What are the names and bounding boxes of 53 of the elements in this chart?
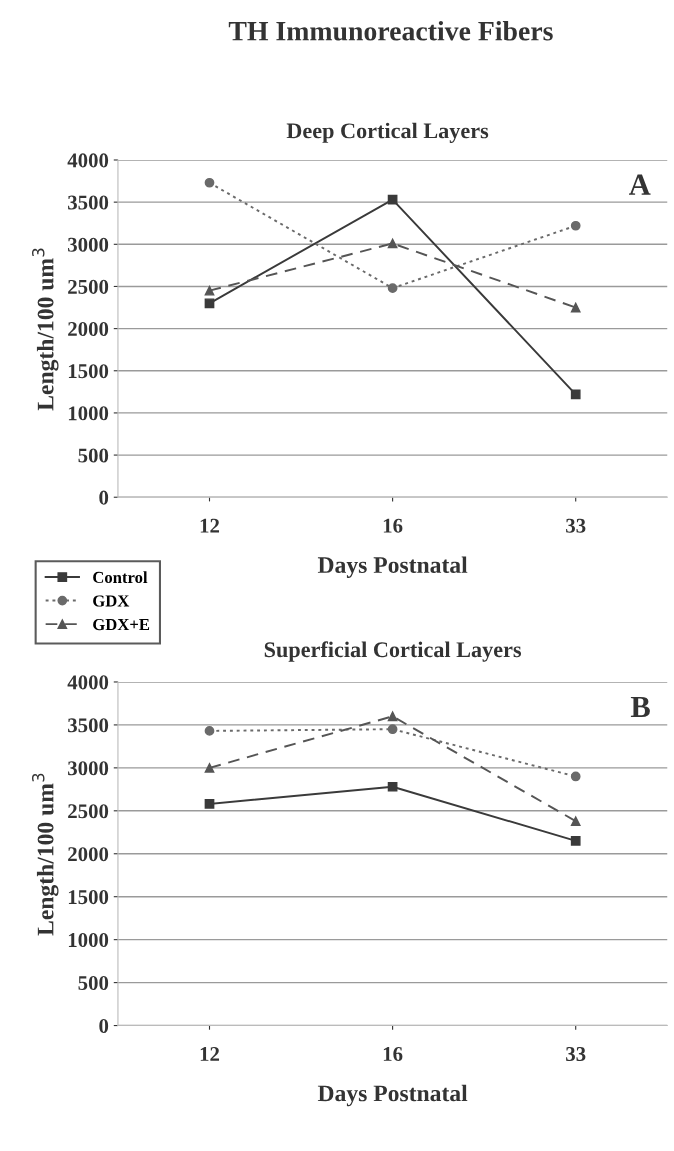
y-tick-label: 2500: [68, 804, 109, 819]
point: [570, 816, 581, 826]
y-tick-label: 0: [99, 490, 109, 505]
point: [204, 298, 215, 309]
y-tick-label: 2000: [68, 847, 109, 862]
y-tick-label: 500: [78, 448, 109, 463]
point: [387, 781, 398, 792]
y-tick-label: 4000: [67, 675, 109, 690]
y-tick-label: 1500: [68, 364, 109, 379]
y-tick-label: 3500: [68, 718, 109, 733]
y-tick-label: 3000: [68, 237, 109, 252]
y-tick-label: 1500: [68, 890, 109, 905]
y-axis-title: Length/100 um$^{3}$: [32, 773, 59, 936]
chart-title: Superficial Cortical Layers: [264, 641, 522, 662]
point: [204, 799, 215, 809]
y-tick-label: 0: [99, 1018, 109, 1033]
annotation: B: [630, 696, 650, 717]
x-tick-label: 16: [383, 518, 403, 533]
y-tick-label: 500: [78, 975, 109, 991]
annotation: A: [629, 174, 651, 195]
x-tick-label: 33: [566, 518, 586, 533]
x-axis-title: Days Postnatal: [317, 556, 468, 578]
x-tick-label: 12: [200, 1047, 220, 1061]
x-tick-label: 12: [200, 518, 220, 533]
point: [204, 762, 215, 773]
y-tick-label: 2500: [68, 279, 109, 294]
y-tick-label: 1000: [68, 933, 109, 948]
x-tick-label: 33: [566, 1047, 586, 1062]
point: [570, 771, 581, 782]
chart-subtitle: Deep Cortical Layers: [286, 122, 489, 143]
y-tick-label: 2000: [68, 321, 109, 337]
x-tick-label: 16: [383, 1047, 403, 1062]
legend-label: Control: [93, 571, 148, 584]
point: [387, 238, 398, 249]
point: [570, 389, 581, 400]
y-tick-label: 1000: [68, 406, 109, 421]
point: [387, 711, 398, 722]
point: [204, 177, 215, 188]
y-tick-label: 3500: [68, 195, 109, 210]
chart-title: TH Immunoreactive Fibers: [228, 21, 553, 41]
y-tick-label: 4000: [67, 153, 109, 168]
legend-label: GDX: [93, 595, 130, 607]
x-axis-title: Days Postnatal: [317, 1084, 468, 1107]
point: [570, 220, 581, 231]
y-axis-title: Length/100 um$^{3}$: [32, 248, 59, 411]
point: [387, 283, 398, 294]
point: [570, 302, 581, 313]
y-tick-label: 3000: [68, 761, 109, 776]
point: [204, 285, 215, 296]
point: [387, 724, 398, 735]
point: [570, 836, 581, 846]
point: [204, 726, 215, 736]
legend-label: GDX+E: [93, 618, 150, 631]
